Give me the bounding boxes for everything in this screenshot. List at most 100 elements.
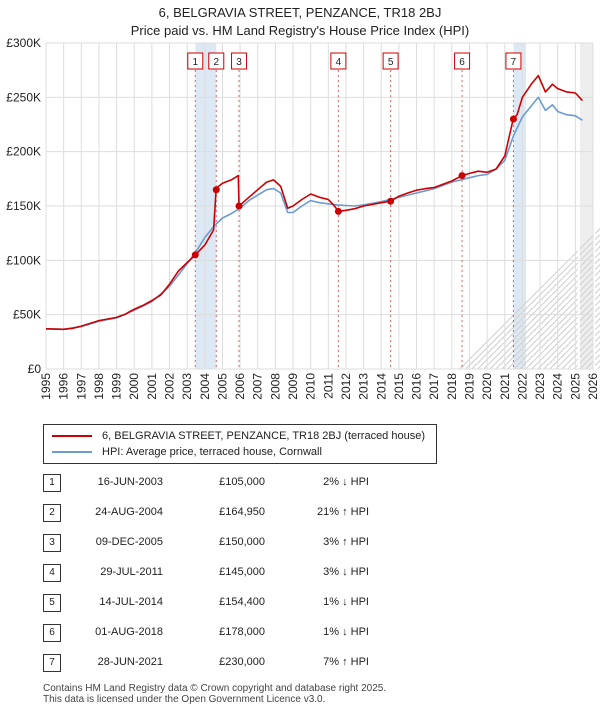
sale-price: £178,000 xyxy=(219,626,265,638)
y-tick-label: £0 xyxy=(28,362,42,376)
x-tick-label: 2017 xyxy=(427,373,441,400)
x-tick-label: 2011 xyxy=(321,373,335,399)
sale-price: £150,000 xyxy=(219,536,265,548)
sale-price: £105,000 xyxy=(219,476,265,488)
x-tick-label: 2019 xyxy=(462,373,476,400)
x-tick-label: 2002 xyxy=(163,373,177,400)
x-tick-label: 2022 xyxy=(515,373,529,400)
y-tick-label: £50K xyxy=(13,308,41,322)
sale-date: 16-JUN-2003 xyxy=(97,476,163,488)
sale-marker-box-6 xyxy=(454,52,471,70)
sale-point-6 xyxy=(458,172,466,180)
y-tick-label: £150K xyxy=(6,199,41,213)
x-tick-label: 1999 xyxy=(110,373,124,400)
x-axis-ticks: 1995 1996 1997 1998 1999 2000 2001 2002 2003 2004… xyxy=(39,373,600,400)
sale-marker-label-1: 1 xyxy=(192,57,198,68)
x-tick-label: 2014 xyxy=(374,373,388,400)
sale-number-box: 5 xyxy=(43,594,61,612)
table-row: 7 28-JUN-2021 £230,000 7% ↑ HPI xyxy=(43,652,463,672)
gridlines xyxy=(45,42,594,370)
sale-marker-box-4 xyxy=(330,52,347,70)
forecast-hatch xyxy=(543,312,600,370)
sale-hpi-change: 2% ↓ HPI xyxy=(323,476,369,488)
sale-hpi-change: 3% ↑ HPI xyxy=(323,536,369,548)
chart-title: 6, BELGRAVIA STREET, PENZANCE, TR18 2BJ … xyxy=(0,4,600,40)
sale-marker-box-1 xyxy=(187,52,204,70)
sale-price: £154,400 xyxy=(219,596,265,608)
sale-hpi-change: 1% ↓ HPI xyxy=(323,596,369,608)
sale-point-7 xyxy=(509,115,517,123)
table-row: 1 16-JUN-2003 £105,000 2% ↓ HPI xyxy=(43,472,463,492)
sale-point-2 xyxy=(212,186,220,194)
sale-date: 24-AUG-2004 xyxy=(95,506,163,518)
x-tick-label: 2001 xyxy=(145,373,159,400)
table-row: 2 24-AUG-2004 £164,950 21% ↑ HPI xyxy=(43,502,463,522)
sale-date: 14-JUL-2014 xyxy=(99,596,163,608)
sale-marker-label-6: 6 xyxy=(459,57,465,68)
sale-number-box: 1 xyxy=(43,474,61,492)
sale-number-markers: 1 2 3 4 5 6 7 xyxy=(187,52,522,70)
x-tick-label: 2000 xyxy=(127,373,141,400)
property-price-line xyxy=(45,74,583,331)
x-tick-label: 2010 xyxy=(304,373,318,400)
x-tick-label: 2008 xyxy=(268,373,282,400)
sale-hpi-change: 3% ↓ HPI xyxy=(323,566,369,578)
sale-number-box: 7 xyxy=(43,654,61,672)
table-row: 4 29-JUL-2011 £145,000 3% ↓ HPI xyxy=(43,562,463,582)
x-tick-label: 2004 xyxy=(198,373,212,400)
sale-point-4 xyxy=(334,207,342,215)
footer-line-2: This data is licensed under the Open Gov… xyxy=(43,694,326,705)
legend: 6, BELGRAVIA STREET, PENZANCE, TR18 2BJ … xyxy=(43,424,437,464)
sale-price: £164,950 xyxy=(219,506,265,518)
sale-number-box: 3 xyxy=(43,534,61,552)
x-tick-label: 2018 xyxy=(445,373,459,400)
legend-swatch-hpi xyxy=(52,451,92,454)
y-axis-ticks: £0 £50K £100K £150K £200K £250K £300K xyxy=(6,36,41,376)
sale-number-box: 6 xyxy=(43,624,61,642)
sale-marker-box-3 xyxy=(231,52,248,70)
sale-date: 09-DEC-2005 xyxy=(95,536,163,548)
table-row: 3 09-DEC-2005 £150,000 3% ↑ HPI xyxy=(43,532,463,552)
legend-swatch-property xyxy=(52,435,92,438)
y-tick-label: £100K xyxy=(6,253,41,267)
x-tick-label: 1997 xyxy=(74,373,88,400)
sale-point-3 xyxy=(235,202,243,210)
x-tick-label: 2015 xyxy=(392,373,406,400)
footer-line-1: Contains HM Land Registry data © Crown c… xyxy=(43,683,387,694)
sale-hpi-change: 21% ↑ HPI xyxy=(317,506,369,518)
table-row: 6 01-AUG-2018 £178,000 1% ↓ HPI xyxy=(43,622,463,642)
sale-marker-label-2: 2 xyxy=(213,57,219,68)
sale-marker-label-3: 3 xyxy=(236,57,242,68)
sale-number-box: 4 xyxy=(43,564,61,582)
sale-hpi-change: 1% ↓ HPI xyxy=(323,626,369,638)
y-tick-label: £300K xyxy=(6,36,41,50)
x-tick-label: 2024 xyxy=(551,373,565,400)
x-tick-label: 2025 xyxy=(568,373,582,400)
sale-number-box: 2 xyxy=(43,504,61,522)
series-lines xyxy=(45,74,583,331)
y-tick-label: £200K xyxy=(6,145,41,159)
x-tick-label: 1998 xyxy=(92,373,106,400)
sale-marker-label-7: 7 xyxy=(511,57,517,68)
legend-item-property: 6, BELGRAVIA STREET, PENZANCE, TR18 2BJ … xyxy=(52,428,425,444)
sale-point-5 xyxy=(387,197,395,205)
sale-marker-box-2 xyxy=(208,52,225,70)
sale-marker-box-5 xyxy=(382,52,399,70)
x-tick-label: 2007 xyxy=(251,373,265,400)
x-tick-label: 2012 xyxy=(339,373,353,400)
x-tick-label: 2013 xyxy=(357,373,371,400)
x-tick-label: 2016 xyxy=(410,373,424,400)
hpi-line xyxy=(45,96,583,331)
sale-date: 28-JUN-2021 xyxy=(97,656,163,668)
x-tick-label: 2020 xyxy=(480,373,494,400)
sale-marker-label-5: 5 xyxy=(388,57,394,68)
sale-points xyxy=(191,115,517,259)
x-tick-label: 2003 xyxy=(180,373,194,400)
y-tick-label: £250K xyxy=(6,90,41,104)
x-tick-label: 1996 xyxy=(57,373,71,400)
table-row: 5 14-JUL-2014 £154,400 1% ↓ HPI xyxy=(43,592,463,612)
sale-date: 29-JUL-2011 xyxy=(100,566,163,578)
x-tick-label: 2021 xyxy=(498,373,512,400)
x-tick-label: 2026 xyxy=(586,373,600,400)
